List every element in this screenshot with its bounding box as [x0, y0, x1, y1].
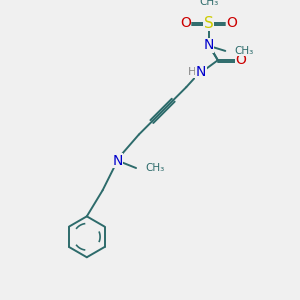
Text: N: N [196, 65, 206, 79]
Text: CH₃: CH₃ [199, 0, 218, 7]
Text: O: O [236, 53, 247, 67]
Text: CH₃: CH₃ [235, 46, 254, 56]
Text: S: S [204, 16, 213, 31]
Text: N: N [112, 154, 123, 168]
Text: CH₃: CH₃ [146, 163, 165, 173]
Text: O: O [226, 16, 237, 30]
Text: O: O [180, 16, 191, 30]
Text: H: H [188, 67, 196, 77]
Text: N: N [203, 38, 214, 52]
